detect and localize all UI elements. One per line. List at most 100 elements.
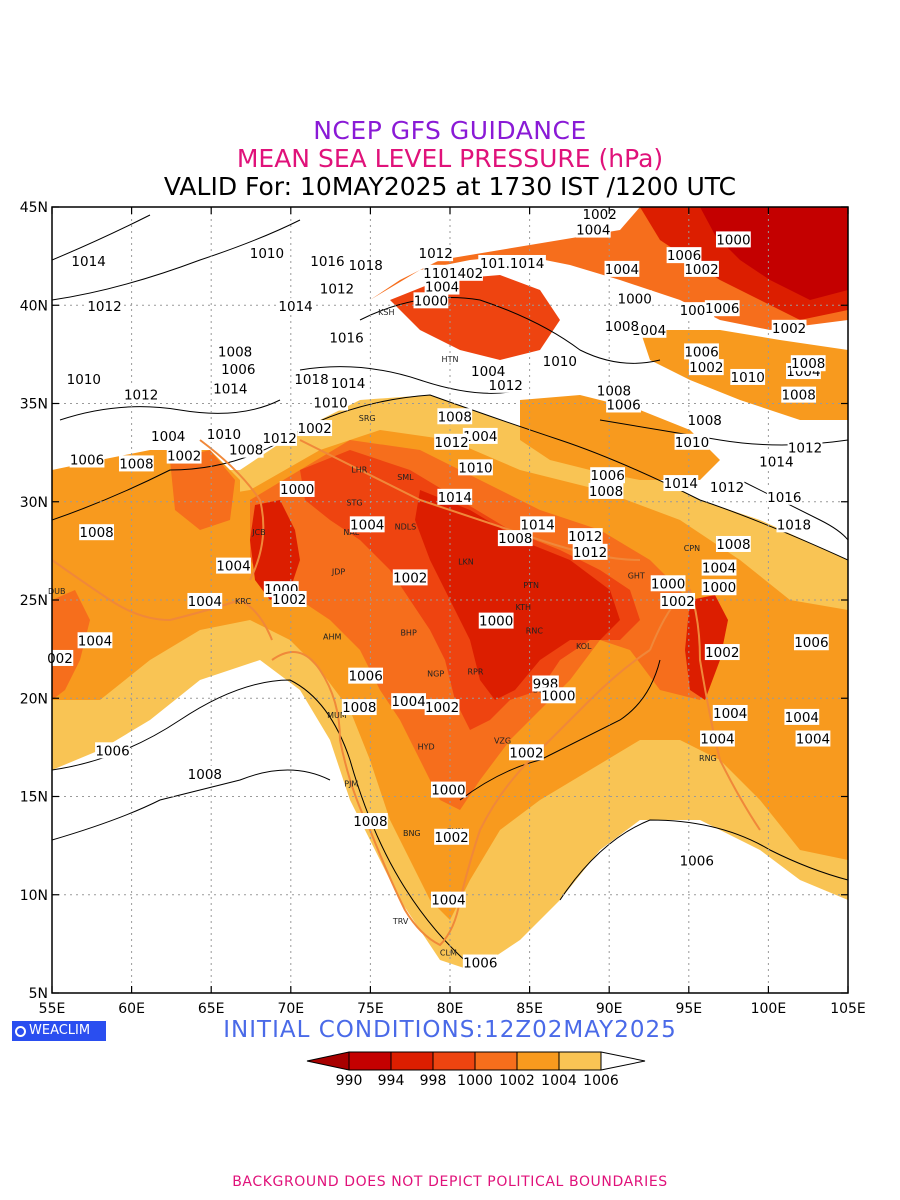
contour-label: 1004 [785,710,819,726]
contour-label: 1002 [705,645,739,661]
contour-label: 1006 [684,344,718,360]
contour-label-box [279,480,315,497]
contour-label: 1004 [391,694,425,710]
contour-label: 1002 [298,421,332,437]
contour-label: 1000 [617,291,651,307]
axis-label-lon: 105E [830,1001,866,1017]
contour-label: 1018 [294,372,328,388]
contour-label-box [588,482,624,499]
contour-label: 1014 [520,517,554,533]
contour-label: 1016 [310,254,344,270]
contour-label-box [684,343,719,360]
contour-label-box [462,427,498,444]
contour-label: 1000 [414,293,448,309]
contour-label: 1018 [348,258,382,274]
contour-label: 1008 [589,484,623,500]
axis-label-lon: 75E [357,1001,384,1017]
isobar-line [52,394,848,561]
contour-label-box [478,612,514,629]
contour-label: 1010 [458,460,492,476]
contour-label-box [787,439,823,456]
city-label: HTN [442,355,459,364]
contour-label-box [212,380,248,397]
legend-swatch [348,1051,392,1071]
contour-label: 101.1014 [480,256,544,272]
contour-label-box [771,319,807,336]
contour-label-box [294,370,329,387]
isobar-line [299,366,521,394]
contour-label: 1014 [438,490,472,506]
city-label: NAL [343,528,359,537]
contour-label-box [715,231,751,248]
contour-label-box [663,475,699,492]
city-label: JDP [331,567,346,576]
legend-swatch-low [306,1051,350,1071]
contour-label: 1012 [788,441,822,457]
contour-label-box [297,420,333,437]
contour-label: 1002 [772,321,806,337]
contour-label: 1008 [229,443,263,459]
contour-label-box [434,828,469,845]
contour-label-box [353,813,388,830]
contour-label-box [793,634,829,651]
contour-label: 1006 [705,301,739,317]
contour-label-box [666,247,702,264]
contour-label: 1008 [119,456,153,472]
contour-label-box [69,451,105,468]
contour-label: 1004 [471,364,505,380]
city-label: BHP [400,628,417,637]
city-label: NGP [427,670,444,679]
contour-label: 1000 [280,482,314,498]
contour-label-box [709,478,745,495]
pressure-zone-994-998 [415,490,620,700]
isobar-line [459,659,661,801]
contour-label: 1012 [710,480,744,496]
city-label: VZG [494,736,511,745]
city-label: BNG [403,829,421,838]
contour-label: 1014 [71,254,105,270]
pressure-zone-iran-core [170,450,235,530]
contour-label: 1002 [689,360,723,376]
contour-label-box [166,447,202,464]
contour-label: 1000 [651,576,685,592]
axis-label-lon: 80E [437,1001,464,1017]
contour-label: 1008 [597,384,631,400]
chart-title-source: NCEP GFS GUIDANCE [313,116,587,145]
contour-label-box [262,429,298,446]
contour-label-box [341,699,377,716]
contour-label: 1010 [250,246,284,262]
axis-label-lat: 35N [20,397,48,413]
legend-level-label: 998 [420,1073,447,1089]
city-label: KTH [515,603,531,612]
contour-label-box [766,488,802,505]
contour-label: 1008 [188,767,222,783]
contour-label: 1010 [313,396,347,412]
contour-label: 1004 [605,262,639,278]
contour-label: 1014 [213,382,247,398]
legend-level-label: 1000 [457,1073,493,1089]
city-label: KSH [378,308,394,317]
city-label: RNC [526,626,544,635]
contour-label: 1004 [151,429,185,445]
city-label: KOL [576,642,592,651]
contour-label: 1002 [272,592,306,608]
contour-label: 1000 [541,688,575,704]
city-label: CLM [440,949,457,958]
contour-label: 1006 [95,743,129,759]
contour-label: 1008 [781,388,815,404]
pressure-zone-arabia [52,590,90,700]
chart-title-valid-time: VALID For: 10MAY2025 at 1730 IST /1200 U… [163,172,737,201]
legend-level-label: 994 [378,1073,405,1089]
pressure-zone-mongolia-inner [700,207,848,300]
contour-label-box [781,386,817,403]
contour-label-box [758,453,794,470]
contour-label-box [349,516,385,533]
city-label: SRG [359,414,376,423]
contour-label: 1016 [329,331,363,347]
city-label: MUM [327,711,347,720]
logo-text: WEACLIM [29,1023,91,1038]
city-label: RPR [467,668,483,677]
contour-label-box [540,687,576,704]
contour-label-box [462,954,498,971]
contour-label-box [278,298,313,315]
